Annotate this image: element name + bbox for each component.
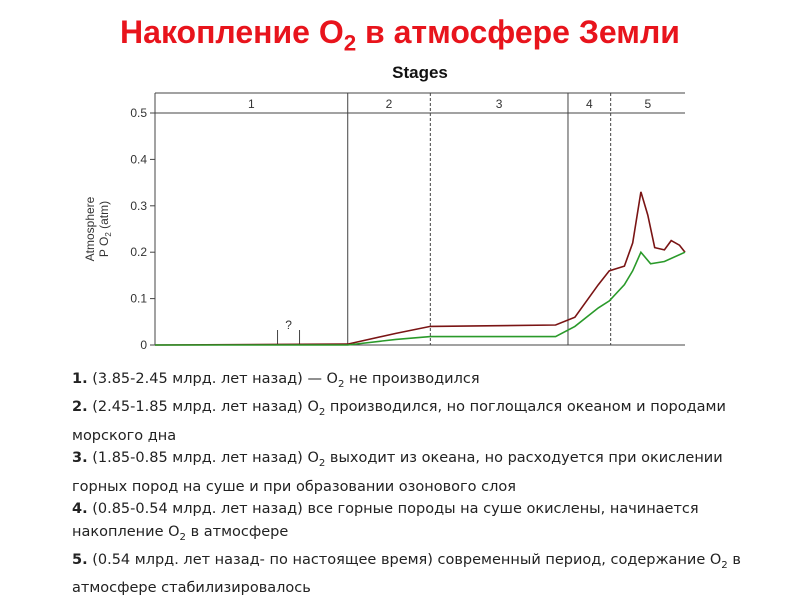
note: 1. (3.85-2.45 млрд. лет назад) — O2 не п… xyxy=(72,368,752,396)
note-number: 3. xyxy=(72,450,88,467)
title-part: Накопление O xyxy=(120,14,344,50)
note: 4. (0.85-0.54 млрд. лет назад) все горны… xyxy=(72,498,752,549)
note-text: (3.85-2.45 млрд. лет назад) — O xyxy=(87,371,338,387)
y-label: Atmosphere P O2 (atm) xyxy=(83,196,113,261)
y-tick-label: 0.5 xyxy=(130,106,147,120)
title-part: 2 xyxy=(343,30,357,56)
stage-label: 4 xyxy=(586,97,593,111)
note-text: 2 xyxy=(337,378,345,390)
stage-label: 3 xyxy=(496,97,503,111)
title-part: в атмосфере Земли xyxy=(356,14,680,50)
stage-label: 1 xyxy=(248,97,255,111)
note-number: 1. xyxy=(72,371,88,387)
note-text: (0.85-0.54 млрд. лет назад) все горные п… xyxy=(72,501,699,540)
note: 3. (1.85-0.85 млрд. лет назад) O2 выходи… xyxy=(72,447,752,498)
y-tick-label: 0.4 xyxy=(130,152,147,166)
stage-label: 5 xyxy=(644,97,651,111)
y-tick-label: 0.3 xyxy=(130,199,147,213)
note-text: 2 xyxy=(318,407,326,419)
note-text: (1.85-0.85 млрд. лет назад) O xyxy=(87,450,319,467)
note: 5. (0.54 млрд. лет назад- по настоящее в… xyxy=(72,549,752,600)
note-number: 2. xyxy=(72,399,88,416)
note-text: 2 xyxy=(318,458,326,470)
note-text: производился, но поглощался океаном и по… xyxy=(72,399,726,444)
note-text: (2.45-1.85 млрд. лет назад) O xyxy=(87,399,319,416)
y-tick-label: 0.2 xyxy=(130,245,147,259)
chart: Stages 0 0.1 0.2 0.3 0.4 0.5 1 2 3 4 5? Atmosphere P … xyxy=(83,63,686,352)
y-label-line: P O2 (atm) xyxy=(97,201,113,257)
y-label-part: 2 xyxy=(104,232,113,237)
note-number: 5. xyxy=(72,552,88,569)
note-text: выходит из океана, но расходуется при ок… xyxy=(72,450,723,495)
slide-title: Накопление O2 в атмосфере Земли xyxy=(0,14,800,56)
chart-title: Stages xyxy=(392,63,448,82)
note-text: (0.54 млрд. лет назад- по настоящее врем… xyxy=(87,552,722,569)
note-number: 4. xyxy=(72,501,88,518)
y-label-line: Atmosphere xyxy=(83,196,97,261)
annotation: ? xyxy=(285,318,292,332)
note-text: в атмосфере xyxy=(185,523,289,540)
stage-label: 2 xyxy=(386,97,393,111)
notes: 1. (3.85-2.45 млрд. лет назад) — O2 не п… xyxy=(72,368,752,600)
series-line xyxy=(155,250,686,346)
y-tick-label: 0 xyxy=(140,338,147,352)
series-line xyxy=(154,191,686,346)
note-text: 2 xyxy=(721,559,728,571)
y-label-part: (atm) xyxy=(97,201,111,232)
y-tick-label: 0.1 xyxy=(130,292,147,306)
note: 2. (2.45-1.85 млрд. лет назад) O2 произв… xyxy=(72,396,752,447)
y-label-part: P O xyxy=(97,237,111,257)
note-text: в атмосфере стабилизировалось xyxy=(72,552,741,597)
note-text: не производился xyxy=(344,371,480,387)
note-text: 2 xyxy=(179,531,186,543)
